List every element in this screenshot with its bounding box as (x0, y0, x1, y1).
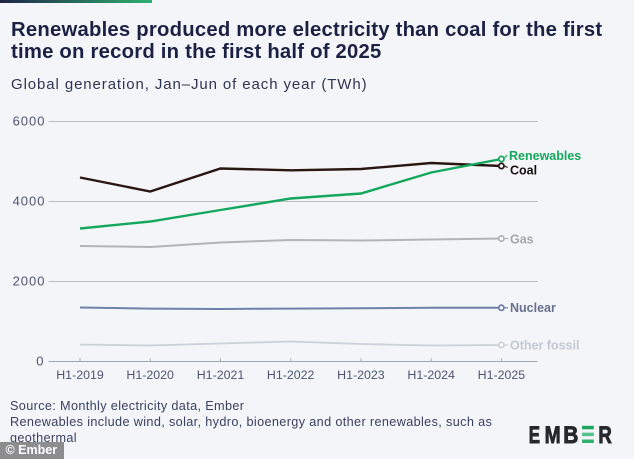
svg-text:H1-2025: H1-2025 (478, 368, 526, 382)
svg-text:H1-2023: H1-2023 (337, 368, 385, 382)
svg-text:Other fossil: Other fossil (510, 339, 579, 353)
svg-text:0: 0 (36, 354, 44, 369)
svg-text:Nuclear: Nuclear (510, 301, 556, 315)
svg-text:E: E (529, 423, 540, 449)
svg-text:H1-2022: H1-2022 (267, 368, 315, 382)
svg-text:R: R (598, 423, 611, 449)
svg-text:H1-2021: H1-2021 (197, 368, 245, 382)
svg-text:Renewables: Renewables (509, 149, 581, 163)
svg-text:Coal: Coal (510, 164, 537, 178)
svg-text:2000: 2000 (13, 274, 46, 289)
svg-text:B: B (563, 423, 578, 449)
svg-text:4000: 4000 (13, 194, 46, 209)
svg-text:H1-2024: H1-2024 (407, 368, 455, 382)
svg-text:M: M (545, 423, 561, 449)
svg-text:Gas: Gas (510, 233, 534, 247)
svg-text:H1-2019: H1-2019 (56, 368, 104, 382)
svg-text:H1-2020: H1-2020 (126, 368, 174, 382)
svg-text:6000: 6000 (13, 114, 46, 129)
